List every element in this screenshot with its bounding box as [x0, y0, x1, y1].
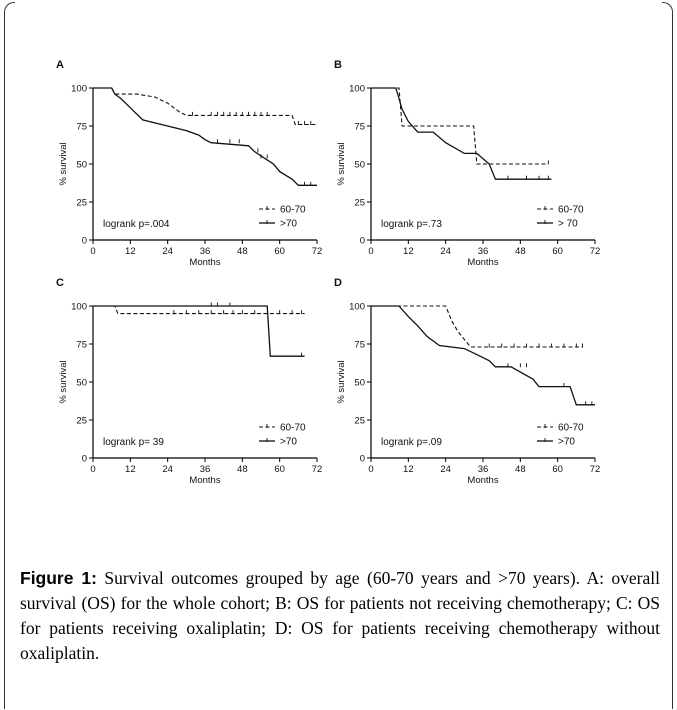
y-tick-label: 50 [354, 378, 365, 389]
y-tick-label: 100 [349, 302, 365, 313]
y-tick-label: 100 [71, 302, 87, 313]
x-tick-label: 12 [403, 464, 414, 475]
x-tick-label: 72 [312, 246, 323, 257]
x-tick-label: 0 [368, 246, 373, 257]
legend-label: 60-70 [558, 423, 584, 434]
x-tick-label: 12 [125, 464, 136, 475]
x-tick-label: 60 [274, 464, 285, 475]
survival-curve-solid [93, 305, 305, 357]
x-tick-label: 60 [274, 246, 285, 257]
legend-label: >70 [280, 437, 297, 448]
legend-label: >70 [280, 219, 297, 230]
y-tick-label: 25 [354, 416, 365, 427]
x-axis-label: Months [467, 257, 498, 268]
caption-text: Survival outcomes grouped by age (60-70 … [20, 568, 660, 663]
y-tick-label: 100 [71, 84, 87, 95]
x-tick-label: 48 [515, 246, 526, 257]
survival-curve-solid [371, 87, 552, 180]
frame-right-border [662, 2, 673, 709]
y-axis-label: % survival [58, 360, 69, 403]
x-tick-label: 36 [200, 246, 211, 257]
chart-panel-b: B 0 25 50 75 100 0 12 24 36 48 60 72 Months % survival… [334, 59, 600, 268]
x-tick-label: 48 [237, 464, 248, 475]
survival-curve-dashed [93, 87, 317, 126]
y-tick-label: 75 [76, 340, 87, 351]
x-tick-label: 36 [478, 464, 489, 475]
y-axis-label: % survival [336, 142, 347, 185]
y-axis-label: % survival [58, 142, 69, 185]
x-tick-label: 0 [368, 464, 373, 475]
survival-curve-solid [371, 305, 595, 406]
y-tick-label: 0 [82, 454, 87, 465]
x-tick-label: 48 [515, 464, 526, 475]
x-tick-label: 36 [200, 464, 211, 475]
y-tick-label: 75 [76, 122, 87, 133]
x-tick-label: 72 [590, 246, 601, 257]
x-tick-label: 24 [162, 464, 173, 475]
panel-letter: A [56, 59, 64, 71]
y-tick-label: 0 [82, 236, 87, 247]
logrank-annotation: logrank p=.004 [103, 219, 170, 230]
logrank-annotation: logrank p=.09 [381, 437, 442, 448]
panel-letter: C [56, 277, 64, 289]
y-tick-label: 50 [76, 378, 87, 389]
legend-label: 60-70 [280, 205, 306, 216]
legend-label: >70 [558, 437, 575, 448]
x-tick-label: 72 [312, 464, 323, 475]
y-tick-label: 25 [76, 416, 87, 427]
x-tick-label: 36 [478, 246, 489, 257]
chart-panel-d: D 0 25 50 75 100 0 12 24 36 48 60 72 Months % survival… [334, 277, 600, 486]
x-tick-label: 60 [552, 246, 563, 257]
x-tick-label: 24 [440, 464, 451, 475]
x-tick-label: 24 [440, 246, 451, 257]
y-axis-label: % survival [336, 360, 347, 403]
x-tick-label: 60 [552, 464, 563, 475]
chart-panel-a: A 0 25 50 75 100 0 12 24 36 48 60 72 Months % survival… [56, 59, 322, 268]
survival-curve-solid [93, 87, 317, 186]
legend-label: 60-70 [280, 423, 306, 434]
y-tick-label: 0 [360, 454, 365, 465]
logrank-annotation: logrank p= 39 [103, 437, 164, 448]
x-tick-label: 12 [403, 246, 414, 257]
figure-caption: Figure 1: Survival outcomes grouped by a… [20, 566, 660, 666]
x-tick-label: 0 [90, 464, 95, 475]
x-axis-label: Months [467, 475, 498, 486]
y-tick-label: 100 [349, 84, 365, 95]
panel-letter: D [334, 277, 342, 289]
y-tick-label: 50 [76, 160, 87, 171]
x-tick-label: 0 [90, 246, 95, 257]
x-axis-label: Months [189, 257, 220, 268]
survival-charts: A 0 25 50 75 100 0 12 24 36 48 60 72 Months % survival… [56, 59, 600, 486]
x-axis-label: Months [189, 475, 220, 486]
x-tick-label: 72 [590, 464, 601, 475]
y-tick-label: 50 [354, 160, 365, 171]
x-tick-label: 24 [162, 246, 173, 257]
y-tick-label: 0 [360, 236, 365, 247]
y-tick-label: 75 [354, 122, 365, 133]
survival-curve-dashed [371, 87, 549, 165]
panel-letter: B [334, 59, 342, 71]
y-tick-label: 25 [354, 198, 365, 209]
y-tick-label: 25 [76, 198, 87, 209]
caption-label: Figure 1: [20, 568, 97, 588]
chart-panel-c: C 0 25 50 75 100 0 12 24 36 48 60 72 Months % survival… [56, 277, 322, 486]
logrank-annotation: logrank p=.73 [381, 219, 442, 230]
legend-label: > 70 [558, 219, 578, 230]
frame-left-border [4, 2, 15, 709]
x-tick-label: 48 [237, 246, 248, 257]
legend-label: 60-70 [558, 205, 584, 216]
y-tick-label: 75 [354, 340, 365, 351]
survival-curve-dashed [371, 305, 583, 348]
x-tick-label: 12 [125, 246, 136, 257]
